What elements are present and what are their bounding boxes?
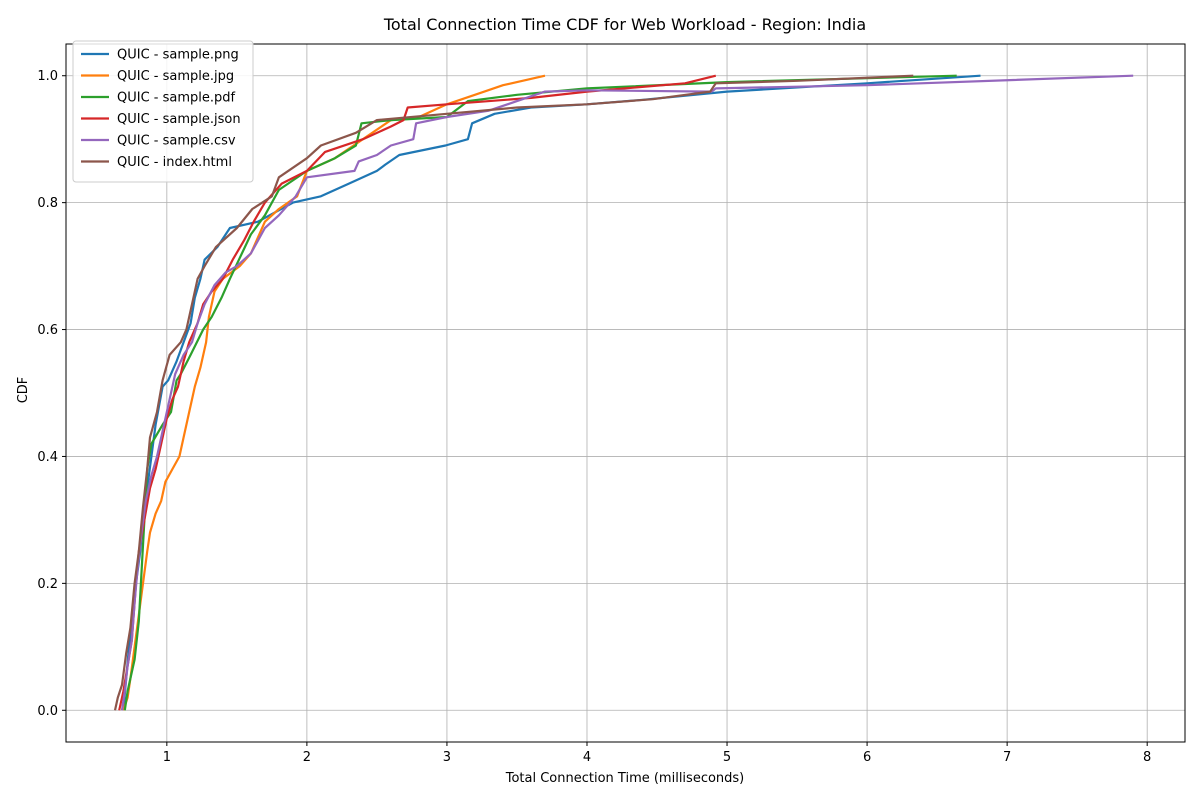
y-tick-label: 1.0 (37, 69, 58, 84)
y-tick-label: 0.2 (37, 577, 58, 592)
legend-label: QUIC - index.html (117, 155, 232, 170)
x-tick-label: 5 (723, 750, 731, 765)
series-lines (113, 74, 1134, 711)
series-line (120, 74, 1134, 711)
plot-frame (65, 43, 1186, 743)
y-axis-label: CDF (16, 377, 31, 404)
x-tick-label: 4 (583, 750, 591, 765)
x-tick-label: 8 (1143, 750, 1151, 765)
legend-label: QUIC - sample.csv (117, 134, 236, 149)
x-tick-label: 2 (303, 750, 311, 765)
axis-ticks: 1 2 3 4 5 6 7 8 0.0 0.2 0.4 0.6 0.8 1.0 (37, 69, 1151, 765)
x-tick-label: 7 (1003, 750, 1011, 765)
legend-box (72, 40, 254, 183)
y-tick-label: 0.0 (37, 704, 58, 719)
chart-title: Total Connection Time CDF for Web Worklo… (383, 15, 866, 34)
y-tick-label: 0.6 (37, 323, 58, 338)
y-tick-label: 0.8 (37, 196, 58, 211)
y-tick-label: 0.4 (37, 450, 58, 465)
x-tick-label: 1 (163, 750, 171, 765)
x-axis-label: Total Connection Time (milliseconds) (505, 771, 745, 786)
series-line (123, 74, 957, 711)
x-tick-label: 6 (863, 750, 871, 765)
series-line (122, 74, 546, 711)
legend-label: QUIC - sample.jpg (117, 69, 234, 84)
legend: QUIC - sample.png QUIC - sample.jpg QUIC -… (72, 40, 254, 183)
grid-lines (66, 44, 1185, 742)
legend-label: QUIC - sample.json (117, 112, 241, 127)
series-line (113, 74, 914, 711)
legend-label: QUIC - sample.pdf (117, 91, 236, 106)
x-tick-label: 3 (443, 750, 451, 765)
legend-label: QUIC - sample.png (117, 48, 239, 63)
